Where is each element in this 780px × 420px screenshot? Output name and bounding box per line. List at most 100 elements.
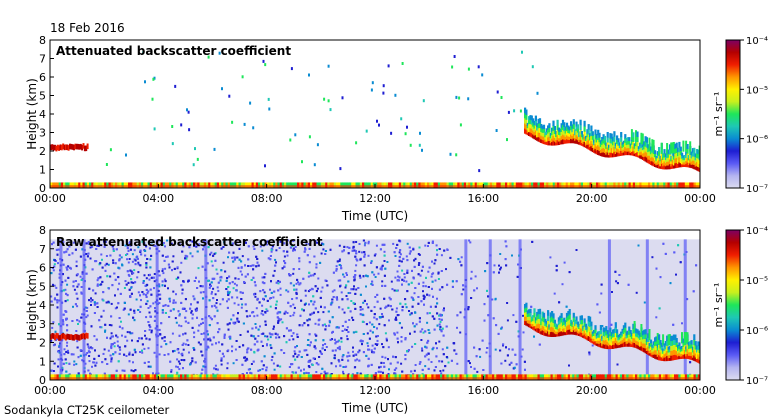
noise-pixel	[292, 371, 295, 374]
noise-pixel	[244, 264, 246, 267]
noise-pixel	[396, 243, 399, 246]
noise-pixel	[220, 357, 223, 360]
noise-pixel	[161, 280, 164, 283]
noise-pixel	[253, 293, 255, 296]
cloud-cell	[552, 120, 555, 126]
noise-pixel	[340, 291, 343, 294]
noise-pixel	[374, 343, 377, 346]
noise-pixel	[367, 306, 370, 309]
noise-pixel	[75, 363, 78, 366]
cloud-cell	[553, 141, 556, 146]
noise-pixel	[292, 355, 295, 358]
noise-pixel	[380, 268, 383, 271]
noise-pixel	[383, 250, 386, 253]
cloud-cell	[547, 129, 550, 134]
noise-pixel	[228, 282, 231, 285]
cloud-cell	[663, 157, 666, 162]
cloud-cell	[551, 131, 554, 136]
noise-pixel	[117, 344, 119, 347]
noise-pixel	[223, 241, 226, 244]
noise-pixel	[80, 279, 83, 281]
cloud-cell	[639, 151, 642, 156]
noise-pixel	[120, 320, 122, 323]
cloud-cell	[674, 162, 677, 169]
noise-pixel	[190, 311, 193, 314]
noise-pixel	[438, 288, 441, 291]
noise-pixel	[164, 267, 167, 270]
noise-pixel	[87, 350, 90, 353]
noise-pixel	[70, 267, 72, 270]
noise-pixel	[320, 372, 323, 375]
noise-pixel	[383, 324, 386, 327]
noise-pixel	[473, 367, 476, 370]
speckle	[495, 129, 498, 132]
noise-pixel	[265, 366, 268, 369]
noise-pixel	[280, 349, 283, 352]
noise-pixel	[254, 292, 257, 295]
noise-pixel	[222, 355, 225, 358]
noise-pixel	[223, 335, 226, 338]
noise-pixel	[444, 365, 447, 368]
noise-pixel	[426, 293, 429, 296]
cloud-cell	[622, 140, 625, 144]
noise-pixel	[367, 242, 370, 245]
noise-pixel	[68, 245, 71, 248]
noise-pixel	[274, 332, 277, 335]
cloud-cell	[524, 112, 527, 119]
noise-pixel	[314, 347, 317, 350]
noise-pixel	[299, 282, 302, 285]
noise-pixel	[296, 333, 299, 336]
cloud-cell	[679, 154, 682, 160]
noise-pixel	[91, 299, 94, 302]
noise-pixel	[338, 345, 341, 348]
noise-pixel	[154, 307, 156, 310]
noise-pixel	[340, 264, 342, 267]
noise-pixel	[211, 305, 213, 308]
cloud-cell	[612, 144, 615, 150]
noise-pixel	[164, 245, 166, 248]
noise-pixel	[254, 323, 257, 325]
noise-pixel	[346, 274, 348, 276]
speckle	[313, 163, 316, 167]
cloud-cell	[624, 150, 627, 156]
noise-pixel	[338, 360, 341, 363]
noise-pixel	[425, 276, 427, 279]
noise-pixel	[140, 337, 143, 340]
noise-pixel	[677, 244, 680, 247]
noise-pixel	[110, 344, 113, 347]
noise-pixel	[433, 317, 436, 320]
noise-pixel	[508, 348, 510, 351]
noise-pixel	[314, 307, 317, 310]
noise-pixel	[658, 307, 661, 310]
noise-pixel	[163, 340, 166, 342]
noise-pixel	[370, 309, 373, 312]
noise-pixel	[287, 290, 290, 293]
noise-pixel	[400, 260, 403, 263]
cloud-cell	[659, 160, 662, 164]
noise-pixel	[105, 255, 108, 257]
cloud-cell	[670, 160, 673, 164]
noise-pixel	[89, 257, 92, 260]
noise-pixel	[393, 289, 396, 292]
noise-pixel	[308, 333, 311, 336]
noise-pixel	[131, 339, 133, 342]
cloud-cell	[654, 160, 657, 164]
speckle	[241, 75, 244, 79]
noise-pixel	[202, 297, 204, 300]
noise-pixel	[180, 325, 183, 328]
noise-pixel	[62, 289, 65, 292]
cloud-cell	[587, 144, 590, 150]
noise-pixel	[393, 332, 396, 335]
noise-pixel	[435, 355, 438, 358]
noise-pixel	[292, 338, 295, 341]
cloud-cell	[694, 166, 697, 170]
cloud-cell	[545, 131, 548, 136]
cloud-cell	[609, 152, 612, 158]
cloud-cell	[620, 145, 623, 152]
cloud-cell	[659, 158, 662, 162]
noise-pixel	[414, 343, 417, 345]
noise-pixel	[354, 353, 357, 356]
noise-pixel	[314, 322, 317, 325]
noise-pixel	[210, 260, 213, 263]
noise-pixel	[101, 280, 104, 283]
